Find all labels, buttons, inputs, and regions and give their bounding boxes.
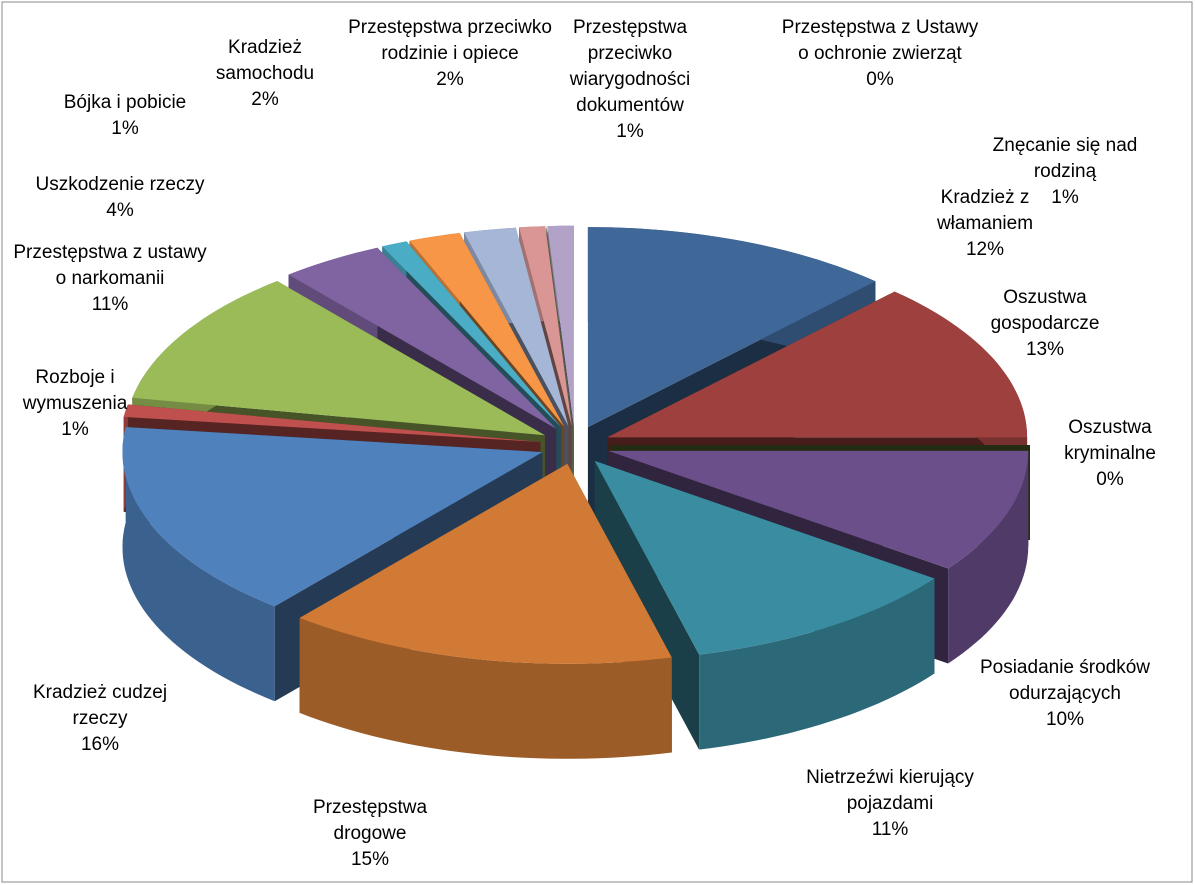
data-label: Kradzież samochodu 2% <box>195 35 335 113</box>
data-label: Nietrzeźwi kierujący pojazdami 11% <box>785 765 995 843</box>
value-label: 1% <box>616 121 644 142</box>
value-label: 1% <box>111 118 139 139</box>
category-label: Przestępstwa przeciwko rodzinie i opiece <box>348 17 552 64</box>
data-label: Przestępstwa drogowe 15% <box>290 795 450 873</box>
data-label: Przestępstwa przeciwko wiarygodności dok… <box>540 15 720 145</box>
slice-top <box>123 404 541 442</box>
value-label: 11% <box>871 819 909 840</box>
category-label: Przestępstwa przeciwko wiarygodności dok… <box>569 17 691 116</box>
data-label: Kradzież cudzej rzeczy 16% <box>10 680 190 758</box>
slice-side <box>299 617 672 759</box>
category-label: Przestępstwa z ustawy o narkomanii <box>13 242 207 289</box>
data-label: Kradzież z włamaniem 12% <box>910 185 1060 263</box>
value-label: 0% <box>866 69 894 90</box>
category-label: Uszkodzenie rzeczy <box>35 174 205 195</box>
category-label: Przestępstwa z Ustawy o ochronie zwierzą… <box>781 17 979 64</box>
data-label: Oszustwa gospodarcze 13% <box>980 285 1110 363</box>
pie-slice <box>594 460 935 750</box>
category-label: Rozboje i wymuszenia <box>22 367 128 414</box>
data-label: Oszustwa kryminalne 0% <box>1050 415 1170 493</box>
category-label: Znęcanie się nad rodziną <box>992 135 1138 182</box>
value-label: 1% <box>1051 187 1079 208</box>
value-label: 0% <box>1096 469 1124 490</box>
slice-top <box>409 233 565 427</box>
slice-face <box>594 460 700 750</box>
value-label: 2% <box>251 89 279 110</box>
data-label: Uszkodzenie rzeczy 4% <box>5 172 235 224</box>
value-label: 13% <box>1025 339 1065 360</box>
data-label: Przestępstwa z Ustawy o ochronie zwierzą… <box>780 15 980 93</box>
category-label: Przestępstwa drogowe <box>312 797 428 844</box>
slice-top <box>288 247 557 429</box>
data-label: Znęcanie się nad rodziną 1% <box>980 133 1150 211</box>
slice-top <box>464 227 569 427</box>
slice-top <box>132 281 545 436</box>
category-label: Kradzież z włamaniem <box>936 187 1034 234</box>
slice-top <box>594 460 935 655</box>
value-label: 10% <box>1045 709 1085 730</box>
slice-side <box>948 450 1029 664</box>
category-label: Kradzież samochodu <box>215 37 315 84</box>
slice-top <box>608 450 1029 569</box>
category-label: Oszustwa kryminalne <box>1064 417 1156 464</box>
category-label: Kradzież cudzej rzeczy <box>32 682 168 729</box>
value-label: 11% <box>91 294 129 315</box>
value-label: 4% <box>106 200 134 221</box>
slice-top <box>587 227 876 428</box>
value-label: 16% <box>80 734 120 755</box>
slice-top <box>382 241 562 428</box>
data-label: Bójka i pobicie 1% <box>30 90 220 142</box>
slice-top <box>519 226 572 426</box>
slice-side <box>699 578 935 750</box>
slice-top <box>547 225 574 426</box>
data-label: Rozboje i wymuszenia 1% <box>0 365 155 443</box>
data-label: Przestępstwa przeciwko rodzinie i opiece… <box>345 15 555 93</box>
category-label: Oszustwa gospodarcze <box>990 287 1100 334</box>
pie-slice <box>299 463 672 759</box>
value-label: 12% <box>965 239 1005 260</box>
slice-top <box>607 291 1028 438</box>
slice-side <box>122 427 275 702</box>
value-label: 15% <box>350 849 390 870</box>
data-label: Przestępstwa z ustawy o narkomanii 11% <box>10 240 210 318</box>
value-label: 2% <box>436 69 464 90</box>
category-label: Nietrzeźwi kierujący pojazdami <box>806 767 974 814</box>
slice-top <box>299 463 672 664</box>
data-label: Posiadanie środków odurzających 10% <box>970 655 1160 733</box>
category-label: Posiadanie środków odurzających <box>979 657 1151 704</box>
slice-top <box>122 427 543 607</box>
category-label: Bójka i pobicie <box>63 92 187 113</box>
value-label: 1% <box>61 419 89 440</box>
